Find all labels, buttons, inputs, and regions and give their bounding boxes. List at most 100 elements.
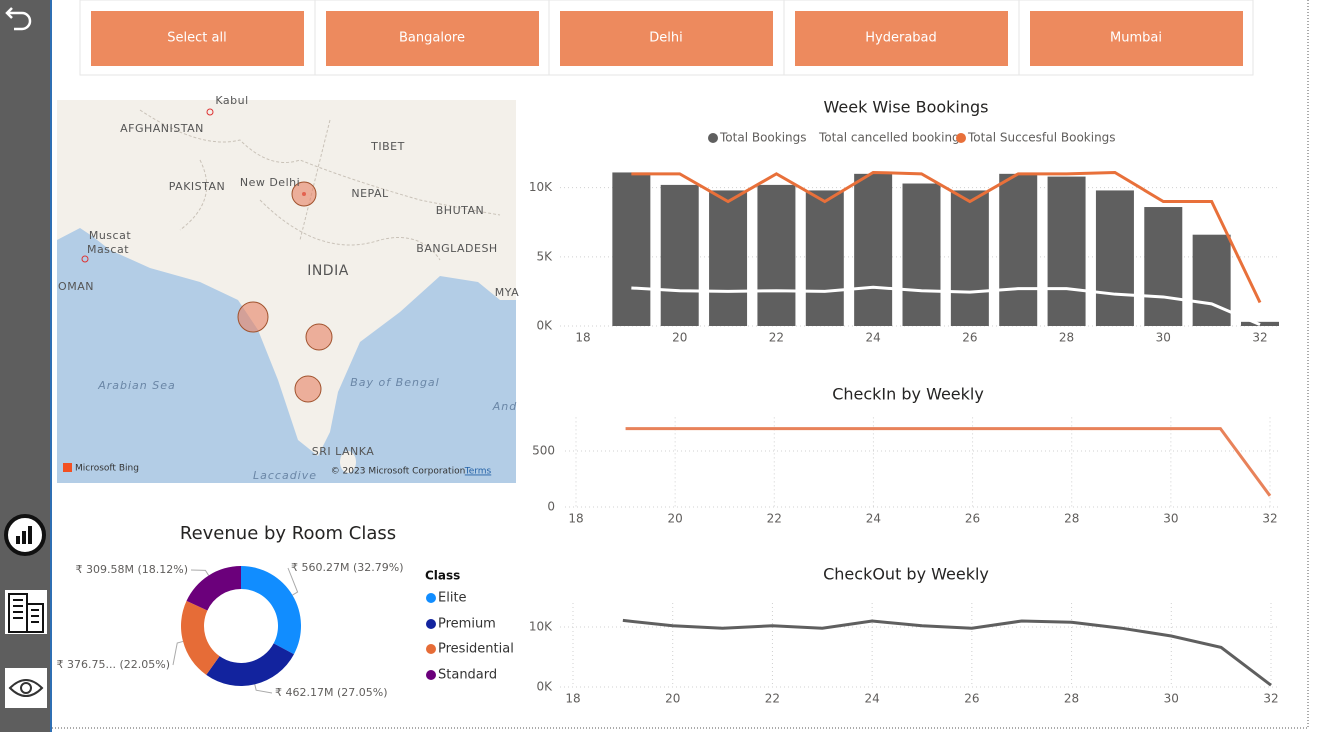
data-label: ₹ 309.58M (18.12%) xyxy=(76,563,189,576)
map-label: PAKISTAN xyxy=(169,180,226,193)
legend-marker xyxy=(426,670,436,680)
city-button[interactable] xyxy=(326,11,539,66)
map-label: Kabul xyxy=(215,94,248,107)
city-button[interactable] xyxy=(91,11,304,66)
legend-label: Total Succesful Bookings xyxy=(967,131,1116,145)
back-icon[interactable] xyxy=(5,7,32,31)
bar xyxy=(1047,176,1086,326)
bar xyxy=(902,183,941,326)
legend-label: Presidential xyxy=(438,642,514,657)
map-copyright: © 2023 Microsoft Corporation xyxy=(331,467,466,477)
y-tick-label: 0 xyxy=(547,500,555,514)
map-label: New Delhi xyxy=(240,176,300,189)
x-tick-label: 18 xyxy=(568,512,583,526)
legend-title: Class xyxy=(425,569,460,583)
x-tick-label: 30 xyxy=(1156,331,1171,345)
x-tick-label: 24 xyxy=(866,331,881,345)
map-label: TIBET xyxy=(370,140,405,153)
map-bubbles xyxy=(237,181,333,403)
x-tick-label: 26 xyxy=(965,512,980,526)
city-button-label[interactable]: Select all xyxy=(167,31,226,46)
x-tick-label: 20 xyxy=(665,692,680,706)
city-button-label[interactable]: Bangalore xyxy=(399,31,465,46)
legend-label: Elite xyxy=(438,591,467,606)
map-label: INDIA xyxy=(307,263,349,279)
bar xyxy=(709,190,748,326)
leader-line xyxy=(287,567,299,596)
data-label: ₹ 376.75... (22.05%) xyxy=(57,658,171,671)
legend-marker xyxy=(426,644,436,654)
series-line xyxy=(631,285,1261,326)
map-label: BANGLADESH xyxy=(416,242,497,255)
legend-marker xyxy=(708,133,718,143)
map-label: And xyxy=(492,400,517,413)
map-label: Mascat xyxy=(87,243,129,256)
view-icon[interactable] xyxy=(5,668,47,708)
map-label: Bay of Bengal xyxy=(350,376,439,389)
chart-title: Revenue by Room Class xyxy=(180,523,396,544)
x-tick-label: 22 xyxy=(765,692,780,706)
map-label: NEPAL xyxy=(351,187,389,200)
x-tick-label: 28 xyxy=(1064,512,1079,526)
bar xyxy=(1144,207,1183,326)
sidebar-edge xyxy=(50,0,52,732)
chart-title: CheckIn by Weekly xyxy=(832,385,984,404)
bar xyxy=(805,190,844,326)
city-button[interactable] xyxy=(1030,11,1243,66)
x-tick-label: 28 xyxy=(1064,692,1079,706)
donut-slice xyxy=(181,600,220,675)
bar xyxy=(757,184,796,326)
x-tick-label: 24 xyxy=(866,512,881,526)
x-tick-label: 32 xyxy=(1262,512,1277,526)
x-tick-label: 20 xyxy=(672,331,687,345)
donut-slice xyxy=(186,566,241,611)
legend-marker xyxy=(807,133,817,143)
hotel-icon[interactable] xyxy=(5,590,47,634)
y-tick-label: 5K xyxy=(536,249,553,263)
x-tick-label: 32 xyxy=(1252,331,1267,345)
x-tick-label: 30 xyxy=(1163,512,1178,526)
bar xyxy=(1192,234,1231,326)
leader-line xyxy=(254,684,273,694)
legend-label: Total Bookings xyxy=(719,131,807,145)
map-label: Muscat xyxy=(89,229,131,242)
series-line xyxy=(625,427,1272,497)
y-tick-label: 10K xyxy=(529,180,553,194)
map-label: MYA xyxy=(495,286,519,299)
series-line xyxy=(622,618,1272,687)
bar xyxy=(1095,190,1134,326)
city-button-label[interactable]: Delhi xyxy=(649,31,682,46)
data-label: ₹ 462.17M (27.05%) xyxy=(275,686,388,699)
map-brand: Microsoft Bing xyxy=(75,464,139,474)
legend-label: Standard xyxy=(438,668,497,683)
map-terms[interactable]: Terms xyxy=(464,467,492,477)
bar xyxy=(950,190,989,326)
bar xyxy=(660,184,699,326)
city-button[interactable] xyxy=(795,11,1008,66)
x-tick-label: 26 xyxy=(964,692,979,706)
donut-slice xyxy=(241,565,302,655)
x-tick-label: 28 xyxy=(1059,331,1074,345)
report-icon[interactable] xyxy=(4,514,46,556)
leader-line xyxy=(190,569,210,576)
map-label: Laccadive xyxy=(253,469,317,482)
data-label: ₹ 560.27M (32.79%) xyxy=(291,561,404,574)
chart-title: CheckOut by Weekly xyxy=(823,565,989,584)
x-tick-label: 22 xyxy=(767,512,782,526)
city-button-label[interactable]: Hyderabad xyxy=(865,31,937,46)
slicer-dividers xyxy=(314,0,1020,75)
legend-marker xyxy=(426,619,436,629)
bar xyxy=(854,173,893,326)
x-tick-label: 20 xyxy=(668,512,683,526)
city-button[interactable] xyxy=(560,11,773,66)
donut-slice xyxy=(206,643,294,687)
bar xyxy=(612,172,651,326)
series-line xyxy=(631,170,1262,304)
map-label: BHUTAN xyxy=(436,204,485,217)
bing-logo xyxy=(63,463,72,472)
y-tick-label: 10K xyxy=(529,620,553,634)
map-label: SRI LANKA xyxy=(312,445,375,458)
x-tick-label: 24 xyxy=(865,692,880,706)
city-button-label[interactable]: Mumbai xyxy=(1110,31,1162,46)
